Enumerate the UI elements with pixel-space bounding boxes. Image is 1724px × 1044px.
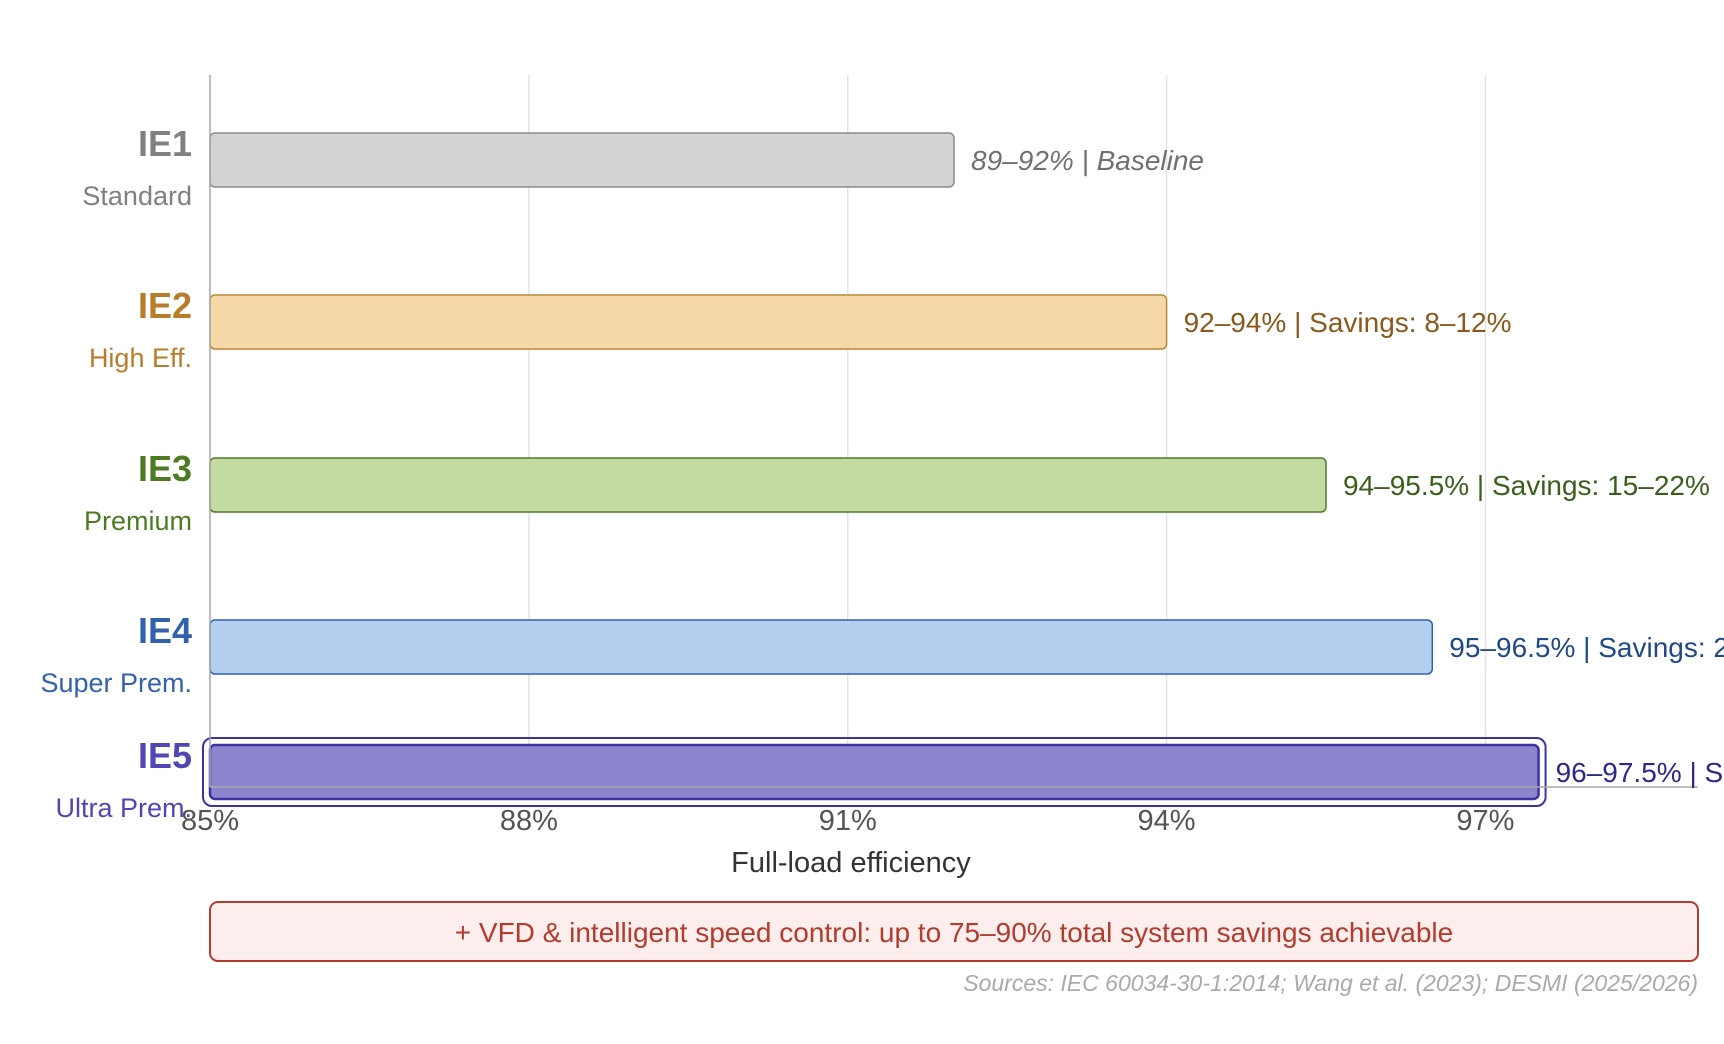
x-tick-label: 97% bbox=[1456, 805, 1514, 837]
bars bbox=[202, 132, 1547, 807]
note-text: + VFD & intelligent speed control: up to… bbox=[455, 917, 1453, 948]
bar-ie2 bbox=[209, 294, 1168, 350]
bar-ie3 bbox=[209, 457, 1327, 513]
bar-ie4 bbox=[209, 619, 1434, 675]
note-box: + VFD & intelligent speed control: up to… bbox=[209, 901, 1699, 962]
category-class-label: IE5 bbox=[138, 735, 192, 776]
axes bbox=[209, 75, 1698, 788]
bar-value-label: 95–96.5% | Savings: 25–35% bbox=[1449, 632, 1724, 663]
category-class-label: IE3 bbox=[138, 448, 192, 489]
x-tick-label: 94% bbox=[1138, 805, 1196, 837]
x-tick-label: 91% bbox=[819, 805, 877, 837]
bar-ie1 bbox=[209, 132, 955, 188]
category-name-label: High Eff. bbox=[89, 343, 192, 373]
note-box-frame bbox=[209, 901, 1699, 962]
category-class-label: IE4 bbox=[138, 610, 192, 651]
category-class-label: IE2 bbox=[138, 285, 192, 326]
x-tick-labels: 85% 88% 91% 94% 97% bbox=[181, 805, 1514, 837]
bar-value-label: 94–95.5% | Savings: 15–22% bbox=[1343, 470, 1710, 501]
x-axis-label: Full-load efficiency bbox=[731, 847, 971, 879]
x-tick-label: 85% bbox=[181, 805, 239, 837]
bar-value-label: 96–97.5% | Savings: 35–45%+ bbox=[1556, 757, 1724, 788]
category-class-label: IE1 bbox=[138, 123, 192, 164]
bar-highlight-frame bbox=[202, 737, 1547, 807]
category-name-label: Premium bbox=[84, 506, 192, 536]
category-name-label: Super Prem. bbox=[40, 668, 192, 698]
category-labels: IE1 Standard IE2 High Eff. IE3 Premium IE4 Supe… bbox=[40, 123, 192, 823]
category-name-label: Standard bbox=[82, 181, 192, 211]
x-tick-label: 88% bbox=[500, 805, 558, 837]
bar-ie5 bbox=[208, 743, 1540, 801]
bar-value-labels: 89–92% | Baseline 92–94% | Savings: 8–12%… bbox=[971, 145, 1724, 788]
bar-value-label: 89–92% | Baseline bbox=[971, 145, 1204, 176]
bar-value-label: 92–94% | Savings: 8–12% bbox=[1184, 307, 1512, 338]
category-name-label: Ultra Prem. bbox=[55, 793, 192, 823]
source-citation: Sources: IEC 60034-30-1:2014; Wang et al… bbox=[963, 970, 1698, 996]
